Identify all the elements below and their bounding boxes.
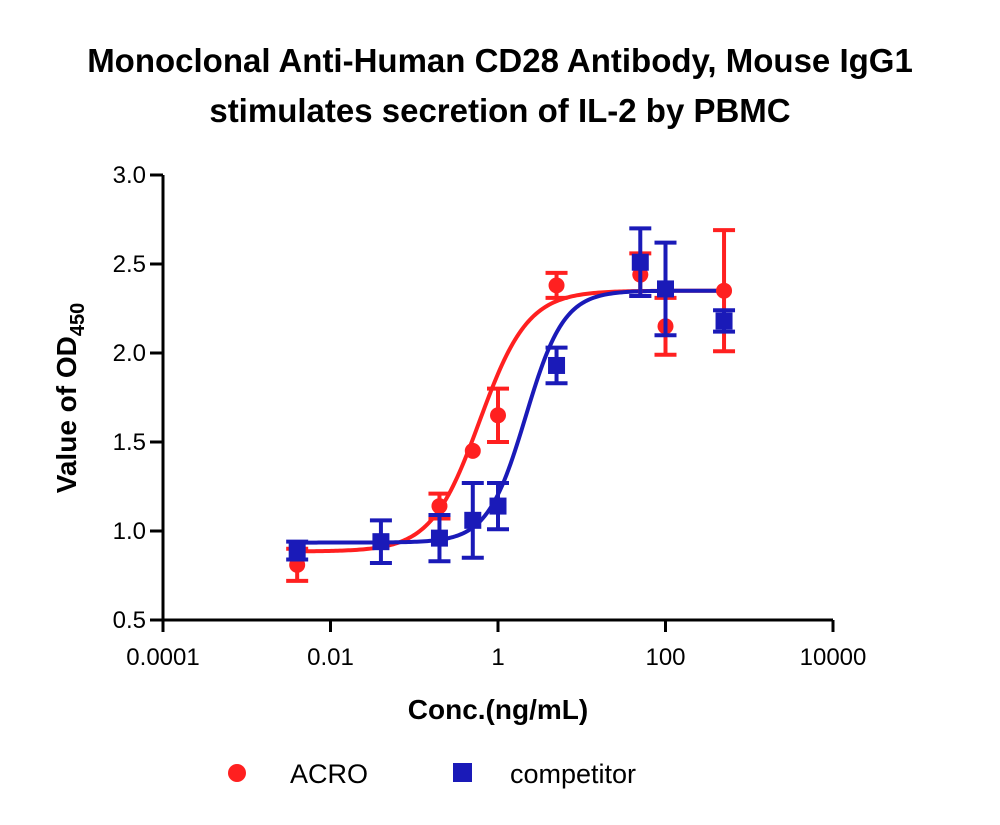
x-tick-label: 100	[645, 644, 685, 671]
y-axis-label-main: Value of OD	[51, 336, 82, 493]
x-tick-label: 0.0001	[126, 644, 199, 671]
legend-marker-competitor	[453, 763, 472, 782]
y-tick-label: 0.5	[113, 607, 146, 634]
chart-title-line-1: Monoclonal Anti-Human CD28 Antibody, Mou…	[87, 42, 913, 79]
data-point-acro	[716, 282, 733, 299]
data-point-competitor	[715, 312, 733, 330]
data-point-competitor	[288, 542, 306, 560]
data-point-acro	[490, 407, 506, 424]
chart-title-line-2: stimulates secretion of IL-2 by PBMC	[209, 92, 790, 129]
y-tick-label: 3.0	[113, 162, 146, 189]
x-tick-label: 10000	[800, 644, 867, 671]
data-point-acro	[431, 498, 448, 515]
data-point-acro	[548, 277, 565, 294]
y-axis-label: Value of OD450	[51, 303, 89, 494]
data-point-competitor	[631, 253, 649, 271]
legend-label-competitor: competitor	[510, 759, 636, 789]
plot-area: 0.5 1.0 1.5 2.0 2.5 3.0 0.0001 0.01 1 100 10000	[113, 162, 867, 671]
data-point-competitor	[657, 280, 674, 298]
x-axis-label: Conc.(ng/mL)	[408, 694, 588, 725]
data-point-competitor	[430, 529, 448, 547]
legend-label-acro: ACRO	[290, 759, 368, 789]
y-tick-label: 1.5	[113, 429, 146, 456]
x-tick-label: 0.01	[307, 644, 354, 671]
data-point-competitor	[372, 533, 390, 551]
x-tick-label: 1	[491, 644, 504, 671]
data-point-acro	[464, 442, 481, 459]
legend-marker-acro	[228, 764, 246, 782]
y-tick-label: 1.0	[113, 518, 146, 545]
data-point-competitor	[548, 356, 566, 374]
y-axis-label-subscript: 450	[67, 303, 89, 336]
data-point-competitor	[464, 511, 482, 529]
data-point-competitor	[489, 497, 507, 515]
fit-curve-competitor	[297, 288, 725, 545]
y-tick-label: 2.5	[113, 251, 146, 278]
y-tick-label: 2.0	[113, 340, 146, 367]
legend: ACRO competitor	[228, 759, 636, 789]
